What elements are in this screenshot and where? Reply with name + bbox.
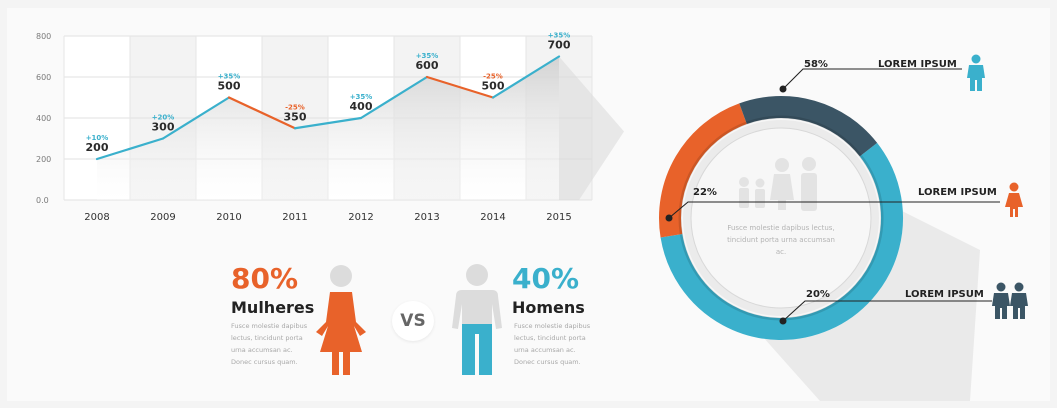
- donut-slice: [660, 142, 903, 340]
- x-tick-label: 2010: [216, 212, 241, 223]
- man-icon: [452, 264, 502, 375]
- women-text: Fusce molestie dapibus lectus, tincidunt…: [231, 322, 308, 366]
- change-label: +10%: [86, 134, 109, 142]
- change-label: +35%: [548, 32, 571, 40]
- callout-label-2: LOREM IPSUM: [918, 187, 997, 198]
- line-segment: [491, 55, 561, 99]
- change-label: +35%: [218, 73, 241, 81]
- donut-slice-inner-edge: [679, 154, 884, 321]
- woman-icon: [1005, 182, 1023, 217]
- y-tick-label: 800: [36, 32, 51, 41]
- callout-label-3: LOREM IPSUM: [905, 289, 984, 300]
- women-label: Mulheres: [231, 298, 315, 317]
- change-label: +20%: [152, 114, 175, 122]
- line-area: [97, 56, 559, 200]
- callout-dot: [779, 317, 787, 325]
- callout-dot: [779, 85, 787, 93]
- x-tick-label: 2015: [546, 212, 571, 223]
- slice-label-58: 58%: [804, 59, 828, 70]
- change-label: -25%: [285, 103, 305, 111]
- value-label: 600: [416, 59, 439, 72]
- x-tick-label: 2009: [150, 212, 175, 223]
- men-percent: 40%: [512, 262, 580, 295]
- callout-dot: [665, 214, 673, 222]
- x-tick-label: 2013: [414, 212, 439, 223]
- slice-label-20: 20%: [806, 289, 830, 300]
- value-label: 400: [350, 100, 373, 113]
- x-tick-label: 2008: [84, 212, 109, 223]
- couple-icon: [992, 282, 1028, 319]
- value-label: 500: [218, 80, 241, 93]
- donut-slice-inner-edge: [745, 115, 862, 157]
- value-label: 500: [482, 80, 505, 93]
- line-segment: [359, 75, 429, 120]
- value-label: 200: [86, 141, 109, 154]
- change-label: +35%: [416, 52, 439, 60]
- callout-line: [668, 201, 1000, 219]
- vs-badge: VS: [392, 301, 434, 341]
- callout-line: [782, 300, 992, 322]
- line-chart: 0.0 200 400 600 800 2008 2009 2010 2011 2012 2013…: [36, 32, 624, 223]
- donut-slice-inner-edge: [678, 121, 747, 235]
- women-percent: 80%: [231, 262, 299, 295]
- man-icon: [967, 54, 985, 91]
- x-tick-label: 2012: [348, 212, 373, 223]
- value-label: 350: [284, 110, 307, 123]
- men-text: Fusce molestie dapibus lectus, tincidunt…: [514, 322, 591, 366]
- men-label: Homens: [512, 298, 585, 317]
- line-segment: [95, 137, 165, 161]
- y-tick-label: 0.0: [36, 196, 49, 205]
- line-segment: [293, 116, 363, 130]
- line-segment: [425, 75, 495, 99]
- donut-center-text: Fusce molestie dapibus lectus, tincidunt…: [727, 224, 835, 256]
- x-tick-label: 2014: [480, 212, 505, 223]
- donut-slice: [739, 96, 878, 157]
- y-tick-label: 200: [36, 155, 51, 164]
- x-tick-label: 2011: [282, 212, 307, 223]
- change-label: +35%: [350, 93, 373, 101]
- woman-icon: [316, 265, 366, 375]
- line-shadow: [559, 56, 624, 200]
- slice-label-22: 22%: [693, 187, 717, 198]
- callout-line: [782, 68, 962, 90]
- change-label: -25%: [483, 73, 503, 81]
- line-segment: [161, 96, 231, 140]
- callout-label-1: LOREM IPSUM: [878, 59, 957, 70]
- y-tick-label: 600: [36, 73, 51, 82]
- value-label: 700: [548, 39, 571, 52]
- donut-chart: [659, 68, 1000, 401]
- line-segment: [227, 96, 297, 130]
- y-tick-label: 400: [36, 114, 51, 123]
- value-label: 300: [152, 121, 175, 134]
